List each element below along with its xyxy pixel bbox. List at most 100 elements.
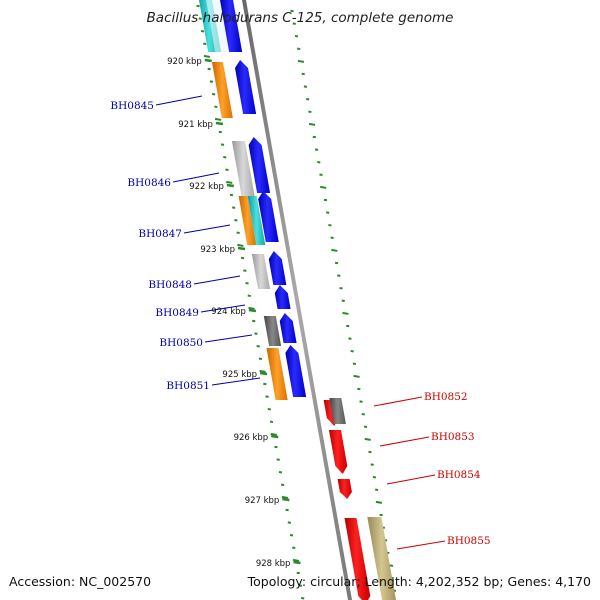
minor-tick xyxy=(312,135,316,139)
cog-block-bh0847 xyxy=(238,196,257,245)
minor-tick xyxy=(274,445,278,449)
minor-tick xyxy=(198,17,202,20)
gene-label-bh0845[interactable]: BH0845 xyxy=(110,100,154,112)
gene-label-bh0848[interactable]: BH0848 xyxy=(148,279,192,291)
minor-tick xyxy=(328,223,332,227)
cog-block-bh0855 xyxy=(367,517,396,600)
label-leader-line xyxy=(379,436,430,447)
minor-tick xyxy=(314,148,319,151)
kbp-major-tick xyxy=(271,434,279,439)
kbp-major-tick xyxy=(293,560,301,565)
gene-label-bh0855[interactable]: BH0855 xyxy=(447,535,491,547)
minor-tick xyxy=(245,281,249,285)
major-tick xyxy=(237,243,244,247)
minor-tick xyxy=(296,571,300,575)
label-leader-line xyxy=(172,172,220,183)
kbp-tick-label: 927 kbp xyxy=(245,496,280,506)
gene-label-bh0852[interactable]: BH0852 xyxy=(424,391,468,403)
major-tick xyxy=(292,558,300,562)
minor-tick xyxy=(368,450,372,454)
kbp-tick-label: 925 kbp xyxy=(222,370,257,380)
minor-tick xyxy=(243,269,247,272)
kbp-major-tick xyxy=(248,308,257,313)
major-tick xyxy=(364,437,371,441)
kbp-major-tick xyxy=(204,58,212,63)
minor-tick xyxy=(258,357,263,361)
gene-label-bh0850[interactable]: BH0850 xyxy=(159,337,203,349)
major-tick xyxy=(203,54,211,58)
minor-tick xyxy=(207,67,211,71)
forward-gene-bh0850 xyxy=(279,313,297,343)
minor-tick xyxy=(301,596,305,600)
major-tick xyxy=(375,500,383,504)
forward-gene-bh0851 xyxy=(285,345,307,397)
cog-block-bh0848 xyxy=(251,254,271,289)
forward-gene-partial xyxy=(220,0,243,52)
label-leader-line xyxy=(386,474,436,485)
minor-tick xyxy=(203,42,207,46)
forward-gene-bh0848 xyxy=(268,251,287,285)
label-leader-line xyxy=(211,377,261,386)
minor-tick xyxy=(265,395,269,398)
major-tick xyxy=(214,117,222,121)
minor-tick xyxy=(339,286,343,290)
minor-tick xyxy=(298,584,303,587)
kbp-tick-label: 924 kbp xyxy=(211,307,246,317)
minor-tick xyxy=(278,470,283,474)
kbp-tick-label: 921 kbp xyxy=(178,120,213,130)
minor-tick xyxy=(294,34,299,38)
minor-tick xyxy=(319,173,323,177)
minor-tick xyxy=(285,508,289,512)
minor-tick xyxy=(267,407,271,411)
gene-label-bh0851[interactable]: BH0851 xyxy=(166,380,210,392)
kbp-tick-label: 922 kbp xyxy=(189,182,224,192)
forward-gene-bh0845 xyxy=(235,60,257,114)
reverse-gene-bh0854 xyxy=(337,479,352,499)
minor-tick xyxy=(350,349,354,353)
minor-tick xyxy=(303,85,308,88)
minor-tick xyxy=(247,294,251,298)
major-tick xyxy=(331,248,338,252)
gene-label-bh0849[interactable]: BH0849 xyxy=(155,307,199,319)
major-tick xyxy=(248,306,255,310)
minor-tick xyxy=(252,319,256,323)
genome-backbone xyxy=(242,0,352,600)
minor-tick xyxy=(290,9,294,13)
forward-gene-bh0849 xyxy=(274,285,291,309)
minor-tick xyxy=(292,22,296,25)
tick-track-inner xyxy=(290,9,397,592)
kbp-tick-label: 928 kbp xyxy=(256,559,291,569)
kbp-tick-label: 923 kbp xyxy=(200,245,235,255)
minor-tick xyxy=(341,299,345,303)
minor-tick xyxy=(289,533,294,537)
minor-tick xyxy=(323,198,328,202)
reverse-gene-bh0853 xyxy=(328,430,348,474)
cog-block-bh0852 xyxy=(329,398,346,424)
minor-tick xyxy=(232,206,236,209)
minor-tick xyxy=(361,412,365,416)
minor-tick xyxy=(337,274,341,277)
forward-gene-bh0846 xyxy=(248,137,271,193)
minor-tick xyxy=(287,521,291,524)
gene-label-bh0846[interactable]: BH0846 xyxy=(127,177,171,189)
major-tick xyxy=(259,369,266,373)
major-tick xyxy=(281,495,289,499)
major-tick xyxy=(353,374,360,378)
accession-text: Accession: NC_002570 xyxy=(9,574,152,589)
gene-label-bh0853[interactable]: BH0853 xyxy=(431,431,475,443)
gene-labels: BH0845 BH0846 BH0847 BH0848 BH0849 BH0850 BH08… xyxy=(110,95,491,550)
kbp-major-tick xyxy=(259,371,268,376)
minor-tick xyxy=(211,92,216,96)
minor-tick xyxy=(292,546,296,550)
gene-label-bh0854[interactable]: BH0854 xyxy=(437,469,481,481)
minor-tick xyxy=(229,193,234,197)
label-leader-line xyxy=(193,275,241,285)
gene-label-bh0847[interactable]: BH0847 xyxy=(138,228,182,240)
major-tick xyxy=(297,59,305,63)
label-leader-line xyxy=(200,304,246,313)
kbp-major-tick xyxy=(237,246,246,251)
minor-tick xyxy=(223,155,227,159)
minor-tick xyxy=(330,236,334,240)
minor-tick xyxy=(200,29,205,33)
minor-tick xyxy=(346,324,350,328)
